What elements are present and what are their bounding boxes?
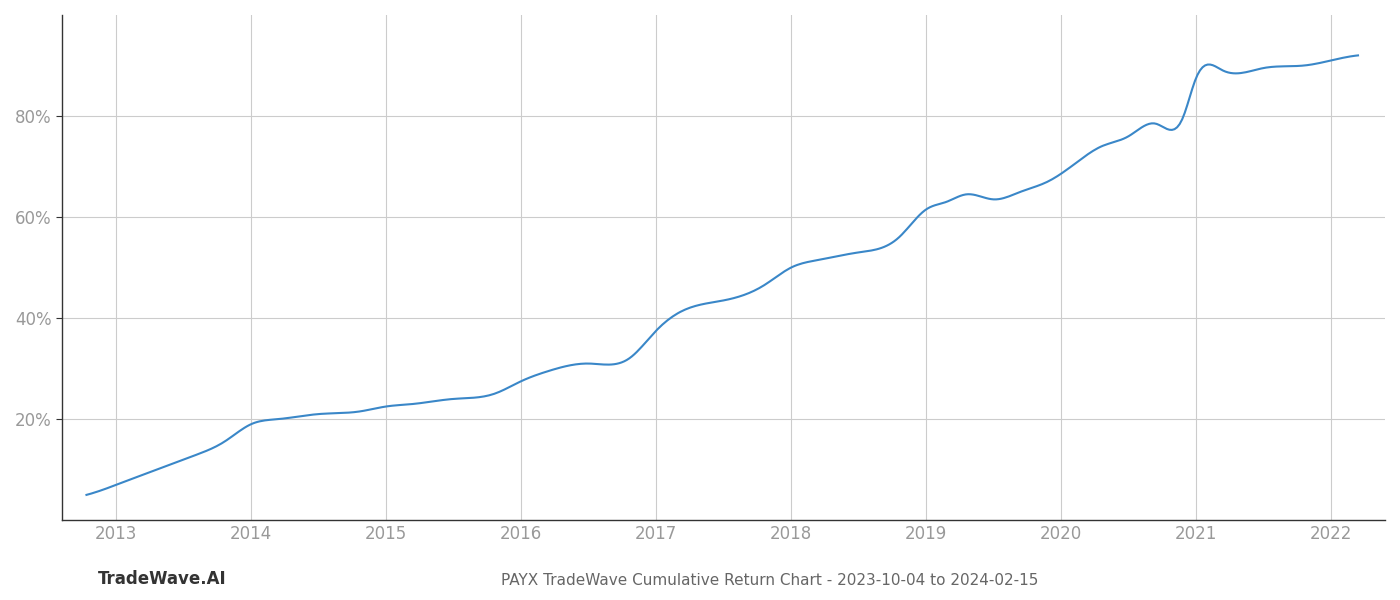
Text: PAYX TradeWave Cumulative Return Chart - 2023-10-04 to 2024-02-15: PAYX TradeWave Cumulative Return Chart -… bbox=[501, 573, 1039, 588]
Text: TradeWave.AI: TradeWave.AI bbox=[98, 570, 227, 588]
